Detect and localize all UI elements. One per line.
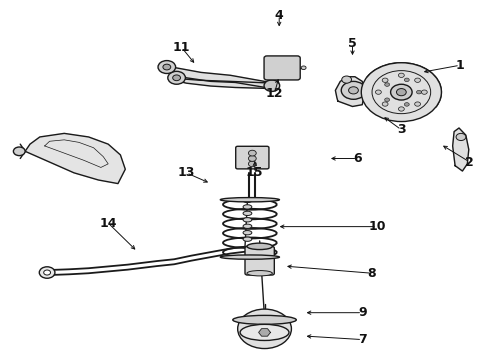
Circle shape [456,134,466,140]
Circle shape [421,90,427,94]
Polygon shape [259,329,270,336]
Circle shape [256,326,273,339]
Circle shape [238,309,292,348]
Text: 2: 2 [466,156,474,168]
Circle shape [398,107,404,111]
Circle shape [385,98,390,102]
Circle shape [341,81,366,99]
Circle shape [248,150,256,156]
Ellipse shape [243,205,252,209]
Circle shape [361,63,441,122]
Circle shape [382,102,388,106]
Text: 6: 6 [353,152,362,165]
Wedge shape [367,63,441,107]
Polygon shape [172,79,274,89]
Text: 12: 12 [266,87,283,100]
Text: 13: 13 [178,166,195,179]
Circle shape [385,83,390,86]
Polygon shape [162,65,274,89]
Circle shape [270,71,278,76]
Text: 11: 11 [173,41,190,54]
Circle shape [158,60,175,73]
FancyBboxPatch shape [236,146,269,169]
Text: 10: 10 [368,220,386,233]
Circle shape [396,89,406,96]
Ellipse shape [233,315,296,324]
Ellipse shape [247,271,272,276]
Text: 7: 7 [358,333,367,346]
Ellipse shape [243,224,252,228]
Circle shape [415,102,420,106]
Ellipse shape [247,243,272,249]
Circle shape [163,64,171,70]
Circle shape [404,103,409,106]
Circle shape [398,73,404,77]
Polygon shape [453,128,469,171]
Text: 4: 4 [275,9,284,22]
Circle shape [248,156,256,161]
Ellipse shape [220,255,279,259]
Text: 15: 15 [246,166,264,179]
Ellipse shape [243,218,252,222]
Circle shape [404,78,409,82]
Circle shape [416,90,421,94]
Text: 1: 1 [456,59,465,72]
Circle shape [13,147,25,156]
Circle shape [172,75,180,81]
Polygon shape [25,134,125,184]
Text: 8: 8 [368,267,376,280]
Ellipse shape [220,198,279,202]
Polygon shape [335,77,365,107]
Text: 14: 14 [99,216,117,230]
Circle shape [248,161,256,167]
Ellipse shape [243,211,252,216]
Circle shape [375,90,381,94]
Circle shape [168,71,185,84]
Circle shape [382,78,388,82]
Circle shape [44,270,50,275]
Circle shape [270,62,278,68]
Circle shape [348,87,358,94]
Circle shape [264,80,280,91]
FancyBboxPatch shape [264,56,300,80]
Circle shape [391,84,412,100]
Ellipse shape [243,198,252,203]
Circle shape [301,66,306,69]
Circle shape [287,62,294,68]
Ellipse shape [240,324,289,341]
Ellipse shape [243,237,252,241]
Ellipse shape [243,230,252,235]
FancyBboxPatch shape [245,246,274,275]
Circle shape [415,78,420,82]
Text: 9: 9 [358,306,367,319]
Circle shape [287,71,294,76]
Text: 5: 5 [348,37,357,50]
Circle shape [39,267,55,278]
Circle shape [342,76,351,83]
Text: 3: 3 [397,123,406,136]
